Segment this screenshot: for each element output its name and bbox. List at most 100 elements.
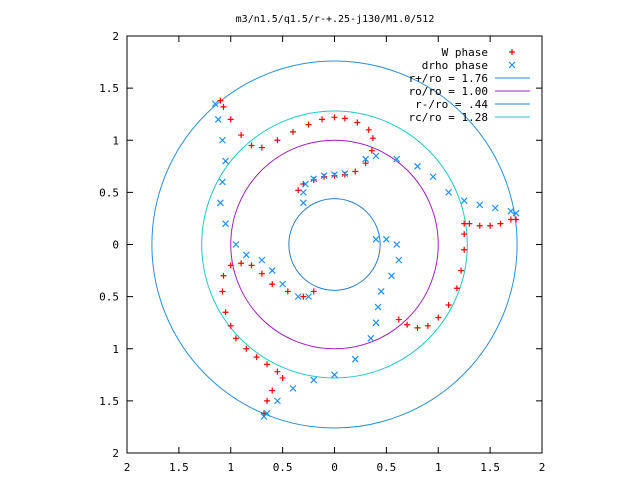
data-point xyxy=(395,256,403,264)
data-point xyxy=(445,188,453,196)
x-tick-label: 2 xyxy=(539,461,546,474)
data-point xyxy=(264,361,271,368)
legend-label: r+/ro = 1.76 xyxy=(409,72,488,85)
data-point xyxy=(476,201,484,209)
reference-circle xyxy=(288,198,381,291)
data-point xyxy=(331,114,338,121)
data-point xyxy=(461,231,468,238)
data-point xyxy=(258,144,265,151)
data-point xyxy=(461,246,468,253)
data-point xyxy=(284,288,291,295)
data-point xyxy=(295,187,302,194)
data-point xyxy=(269,281,276,288)
x-tick-label: 1.5 xyxy=(169,461,189,474)
data-point xyxy=(220,272,227,279)
data-point xyxy=(372,235,380,243)
data-point xyxy=(269,387,276,394)
legend-label: r-/ro = .44 xyxy=(415,98,488,111)
reference-circle xyxy=(201,110,468,379)
data-point xyxy=(331,172,338,179)
y-tick-label: 1 xyxy=(112,343,119,356)
data-point xyxy=(365,126,372,133)
data-point xyxy=(352,168,359,175)
legend-swatch xyxy=(509,49,515,55)
x-tick-label: 1 xyxy=(435,461,442,474)
data-point xyxy=(368,147,375,154)
chart-title: m3/n1.5/q1.5/r-+.25-j130/M1.0/512 xyxy=(236,14,435,25)
data-point xyxy=(253,354,260,361)
data-point xyxy=(232,241,240,248)
data-point xyxy=(382,235,390,243)
data-point xyxy=(227,116,234,123)
data-point xyxy=(512,209,520,217)
data-point xyxy=(238,132,245,139)
data-point xyxy=(211,100,219,108)
data-point xyxy=(248,142,255,149)
y-tick-label: 1.5 xyxy=(99,82,119,95)
data-point xyxy=(289,384,297,392)
data-point xyxy=(243,345,250,352)
data-point xyxy=(217,97,224,104)
data-point xyxy=(372,319,380,327)
data-point xyxy=(461,220,468,227)
data-point xyxy=(354,119,361,126)
data-point xyxy=(305,121,312,128)
x-tick-label: 1.5 xyxy=(480,461,500,474)
data-point xyxy=(294,293,302,301)
data-point xyxy=(258,256,266,264)
y-tick-label: 2 xyxy=(112,447,119,460)
data-point xyxy=(362,160,369,167)
data-point xyxy=(232,335,239,342)
y-axis-ticks: 2 1.5 1 0.5 0 0.5 1 1.5 2 xyxy=(99,30,542,460)
data-point xyxy=(424,322,431,329)
data-point xyxy=(369,135,376,142)
y-tick-label: 1 xyxy=(112,134,119,147)
data-point xyxy=(445,301,452,308)
data-point xyxy=(279,280,287,288)
data-point xyxy=(260,413,268,420)
data-point xyxy=(414,162,421,170)
data-point xyxy=(216,199,224,207)
data-point xyxy=(222,220,229,228)
data-point xyxy=(319,116,326,123)
data-point xyxy=(305,293,312,301)
data-point xyxy=(414,324,421,331)
data-point xyxy=(274,137,281,144)
data-point xyxy=(497,220,504,227)
legend-label: W phase xyxy=(442,46,488,59)
data-point xyxy=(320,172,328,180)
data-point xyxy=(429,173,437,181)
data-point xyxy=(219,136,226,144)
data-point xyxy=(310,376,318,384)
data-point xyxy=(388,272,395,280)
data-point xyxy=(238,260,245,267)
data-point xyxy=(351,355,359,363)
data-point xyxy=(395,316,402,323)
data-point xyxy=(491,204,499,212)
legend-label: ro/ro = 1.00 xyxy=(409,85,488,98)
data-point xyxy=(507,216,514,223)
data-point xyxy=(299,188,307,196)
data-point xyxy=(466,220,473,227)
data-point xyxy=(222,157,229,165)
y-tick-label: 0 xyxy=(112,239,119,252)
data-point xyxy=(299,199,307,207)
reference-circle xyxy=(230,139,439,350)
legend-label: drho phase xyxy=(422,59,488,72)
y-tick-label: 2 xyxy=(112,30,119,43)
x-tick-label: 0 xyxy=(331,461,338,474)
data-point xyxy=(393,241,401,248)
x-axis-ticks: 2 1.5 1 0.5 0 0.5 1 1.5 2 xyxy=(124,36,546,474)
data-point xyxy=(460,197,468,205)
data-point xyxy=(242,251,250,259)
data-point xyxy=(374,303,382,311)
data-point xyxy=(377,287,385,295)
data-point xyxy=(274,368,281,375)
data-point xyxy=(227,262,234,269)
data-point xyxy=(300,293,307,300)
data-point xyxy=(219,178,226,186)
data-point xyxy=(367,334,375,342)
y-tick-label: 0.5 xyxy=(99,291,119,304)
data-point xyxy=(260,410,267,417)
